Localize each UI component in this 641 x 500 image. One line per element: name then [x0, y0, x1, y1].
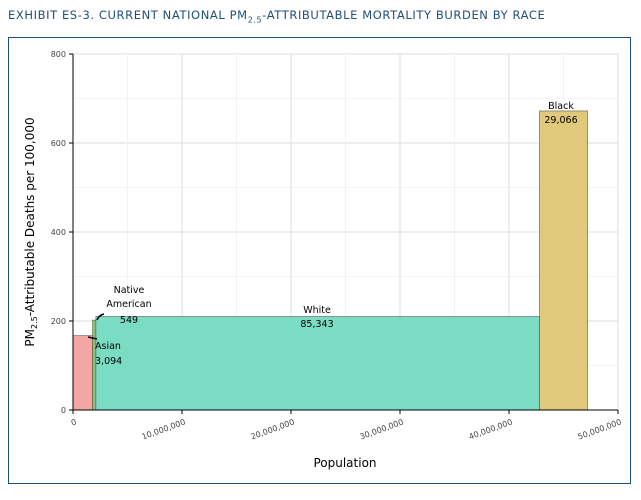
- y-axis-title: PM2.5-Attributable Deaths per 100,000: [23, 117, 39, 346]
- y-tick-label: 800: [51, 50, 66, 59]
- native-american-value-label: 549: [120, 315, 138, 326]
- x-ticks: 0 10,000,000 20,000,000 30,000,000 40,000,00…: [70, 410, 623, 442]
- native-american-label-line2: American: [106, 299, 151, 310]
- y-ticks: 0 200 400 600 800: [51, 50, 73, 415]
- x-tick-label: 40,000,000: [468, 417, 514, 441]
- x-tick-label: 20,000,000: [250, 417, 296, 441]
- y-tick-label: 0: [61, 406, 66, 415]
- bars: [72, 110, 588, 411]
- asian-leader-line: [87, 336, 98, 340]
- x-tick-label: 50,000,000: [577, 417, 623, 441]
- white-value-label: 85,343: [300, 319, 333, 330]
- x-axis-title: Population: [313, 456, 376, 470]
- native-american-label-line1: Native: [114, 285, 145, 296]
- white-label: White: [303, 305, 331, 316]
- asian-label: Asian: [95, 341, 121, 352]
- x-tick-label: 0: [70, 417, 78, 427]
- asian-value-label: 3,094: [95, 356, 122, 367]
- bar-black: [539, 110, 588, 411]
- x-tick-label: 10,000,000: [141, 417, 187, 441]
- bar-white: [95, 316, 540, 411]
- black-label: Black: [548, 101, 574, 112]
- y-tick-label: 400: [51, 228, 66, 237]
- native-leader-line: [96, 313, 105, 321]
- y-tick-label: 600: [51, 139, 66, 148]
- exhibit-title: EXHIBIT ES-3. CURRENT NATIONAL PM2.5-ATT…: [8, 8, 546, 25]
- y-tick-label: 200: [51, 317, 66, 326]
- black-value-label: 29,066: [544, 115, 577, 126]
- chart-frame: [8, 37, 631, 484]
- x-tick-label: 30,000,000: [359, 417, 405, 441]
- bar-asian: [72, 335, 93, 411]
